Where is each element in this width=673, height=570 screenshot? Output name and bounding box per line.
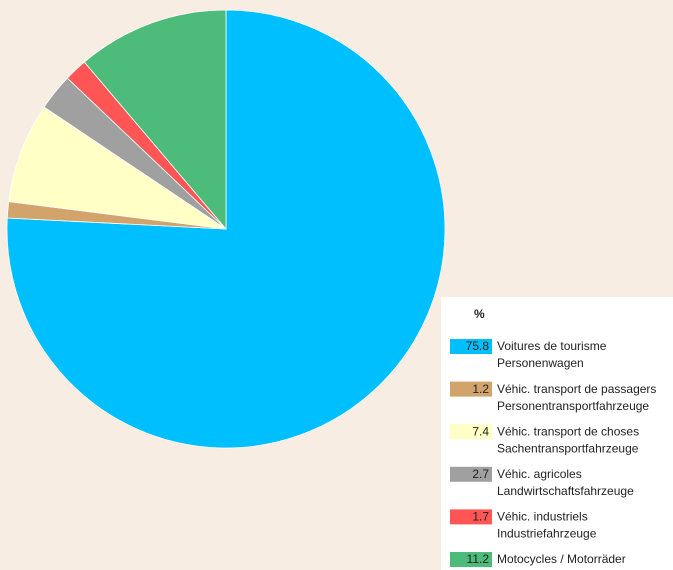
legend-label: Véhic. transport de passagers bbox=[497, 382, 656, 396]
legend-value: 75.8 bbox=[466, 339, 490, 353]
legend-label: Motocycles / Motorräder bbox=[497, 552, 626, 566]
legend-label: Véhic. industriels bbox=[497, 510, 588, 524]
legend-value: 1.7 bbox=[472, 510, 489, 524]
legend-swatch bbox=[450, 552, 492, 567]
legend-label: Sachentransportfahrzeuge bbox=[497, 441, 639, 455]
legend-label: Personentransportfahrzeuge bbox=[497, 399, 649, 413]
legend-swatch bbox=[450, 509, 492, 525]
legend-value: 1.2 bbox=[472, 382, 489, 396]
legend-value: 11.2 bbox=[467, 552, 490, 566]
legend-label: Voitures de tourisme bbox=[497, 339, 607, 353]
legend-value: 2.7 bbox=[472, 467, 489, 481]
legend-label: Véhic. transport de choses bbox=[497, 424, 639, 438]
legend-label: Industriefahrzeuge bbox=[497, 527, 597, 541]
legend-label: Véhic. agricoles bbox=[497, 467, 582, 481]
pie-slice bbox=[8, 106, 227, 230]
legend-swatch bbox=[450, 424, 492, 440]
pie-slice bbox=[83, 9, 227, 231]
legend-swatch bbox=[450, 381, 492, 397]
legend-swatch bbox=[450, 466, 492, 482]
legend-label: Landwirtschaftsfahrzeuge bbox=[497, 484, 634, 498]
legend-label: Personenwagen bbox=[497, 356, 584, 370]
legend-swatch bbox=[450, 339, 492, 354]
legend-title: % bbox=[474, 307, 485, 321]
legend-value: 7.4 bbox=[472, 424, 489, 438]
